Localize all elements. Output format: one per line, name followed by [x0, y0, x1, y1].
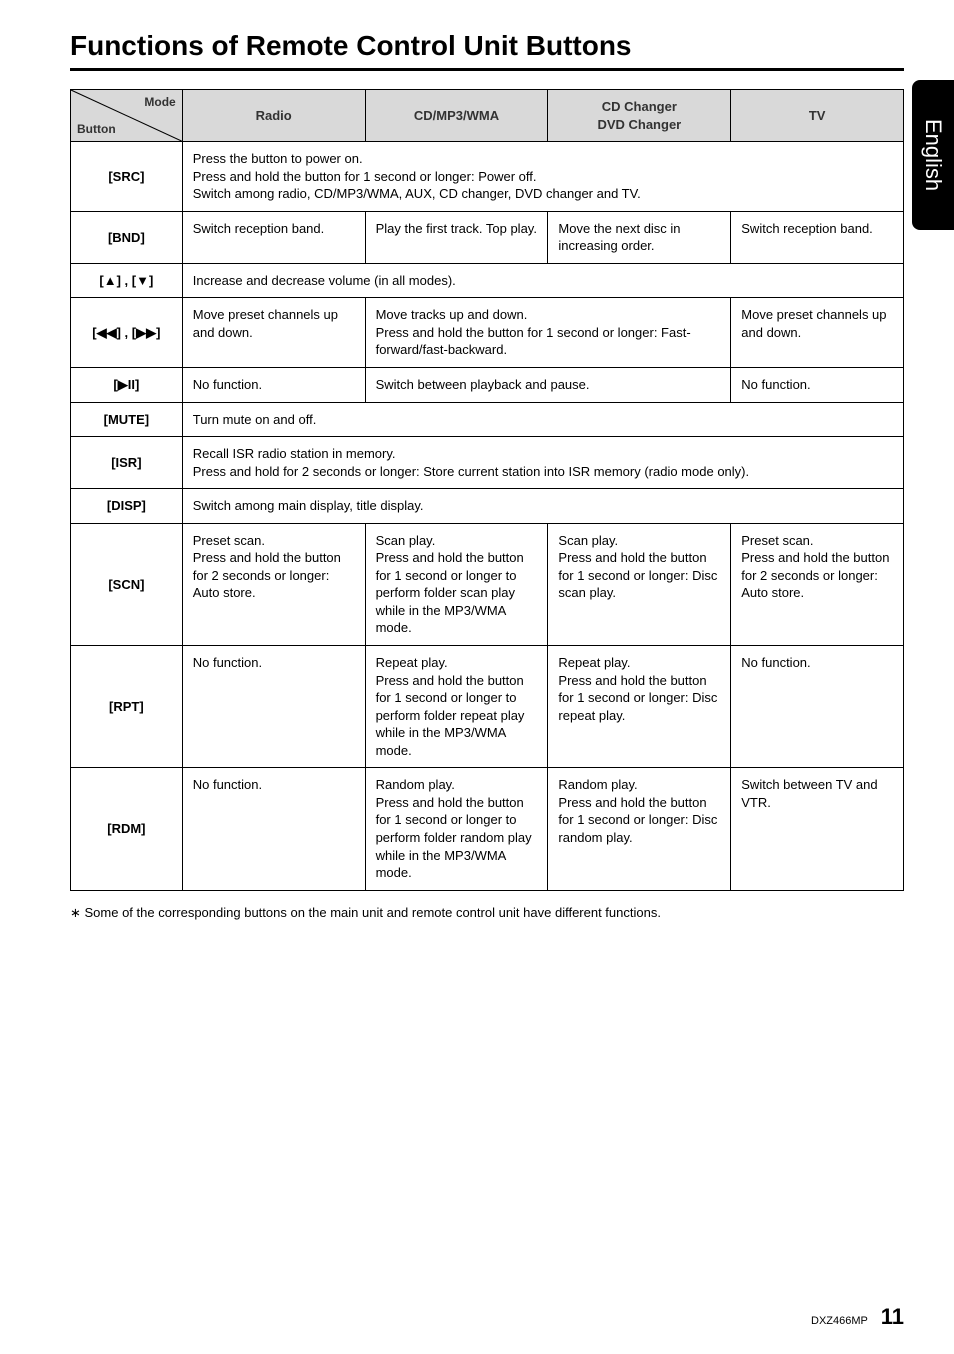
cell-bnd-tv: Switch reception band. — [731, 211, 904, 263]
cell-rdm-radio: No function. — [182, 768, 365, 890]
language-tab: English — [912, 80, 954, 230]
cell-play-mid: Switch between playback and pause. — [365, 368, 731, 403]
cell-rdm-tv: Switch between TV and VTR. — [731, 768, 904, 890]
cell-disp: Switch among main display, title display… — [182, 489, 903, 524]
footnote: ∗ Some of the corresponding buttons on t… — [70, 905, 904, 921]
btn-isr: [ISR] — [71, 437, 183, 489]
product-code: DXZ466MP — [811, 1315, 868, 1327]
btn-bnd: [BND] — [71, 211, 183, 263]
btn-vol: [▲] , [▼] — [71, 263, 183, 298]
cell-rpt-changer: Repeat play. Press and hold the button f… — [548, 646, 731, 768]
cell-rpt-radio: No function. — [182, 646, 365, 768]
btn-disp: [DISP] — [71, 489, 183, 524]
btn-src: [SRC] — [71, 142, 183, 212]
header-button: Button — [77, 121, 116, 137]
cell-play-tv: No function. — [731, 368, 904, 403]
btn-rdm: [RDM] — [71, 768, 183, 890]
cell-rpt-cd: Repeat play. Press and hold the button f… — [365, 646, 548, 768]
btn-mute: [MUTE] — [71, 402, 183, 437]
page-number: 11 — [881, 1304, 904, 1329]
header-changer: CD ChangerDVD Changer — [548, 90, 731, 142]
header-radio: Radio — [182, 90, 365, 142]
cell-bnd-cd: Play the first track. Top play. — [365, 211, 548, 263]
header-cd: CD/MP3/WMA — [365, 90, 548, 142]
cell-track-mid: Move tracks up and down. Press and hold … — [365, 298, 731, 368]
cell-vol: Increase and decrease volume (in all mod… — [182, 263, 903, 298]
header-mode: Mode — [144, 94, 175, 110]
cell-scn-tv: Preset scan. Press and hold the button f… — [731, 523, 904, 645]
cell-scn-changer: Scan play. Press and hold the button for… — [548, 523, 731, 645]
header-diagonal: Mode Button — [71, 90, 183, 142]
header-tv: TV — [731, 90, 904, 142]
btn-rpt: [RPT] — [71, 646, 183, 768]
functions-table: Mode Button Radio CD/MP3/WMA CD ChangerD… — [70, 89, 904, 891]
btn-track: [◀◀] , [▶▶] — [71, 298, 183, 368]
cell-rdm-changer: Random play. Press and hold the button f… — [548, 768, 731, 890]
cell-rpt-tv: No function. — [731, 646, 904, 768]
cell-mute: Turn mute on and off. — [182, 402, 903, 437]
cell-bnd-changer: Move the next disc in increasing order. — [548, 211, 731, 263]
cell-rdm-cd: Random play. Press and hold the button f… — [365, 768, 548, 890]
cell-play-radio: No function. — [182, 368, 365, 403]
page-title: Functions of Remote Control Unit Buttons — [70, 30, 904, 71]
cell-track-tv: Move preset channels up and down. — [731, 298, 904, 368]
btn-play: [▶II] — [71, 368, 183, 403]
cell-scn-radio: Preset scan. Press and hold the button f… — [182, 523, 365, 645]
cell-scn-cd: Scan play. Press and hold the button for… — [365, 523, 548, 645]
cell-src: Press the button to power on. Press and … — [182, 142, 903, 212]
btn-scn: [SCN] — [71, 523, 183, 645]
cell-track-radio: Move preset channels up and down. — [182, 298, 365, 368]
page-footer: DXZ466MP 11 — [811, 1304, 904, 1330]
cell-bnd-radio: Switch reception band. — [182, 211, 365, 263]
cell-isr: Recall ISR radio station in memory. Pres… — [182, 437, 903, 489]
